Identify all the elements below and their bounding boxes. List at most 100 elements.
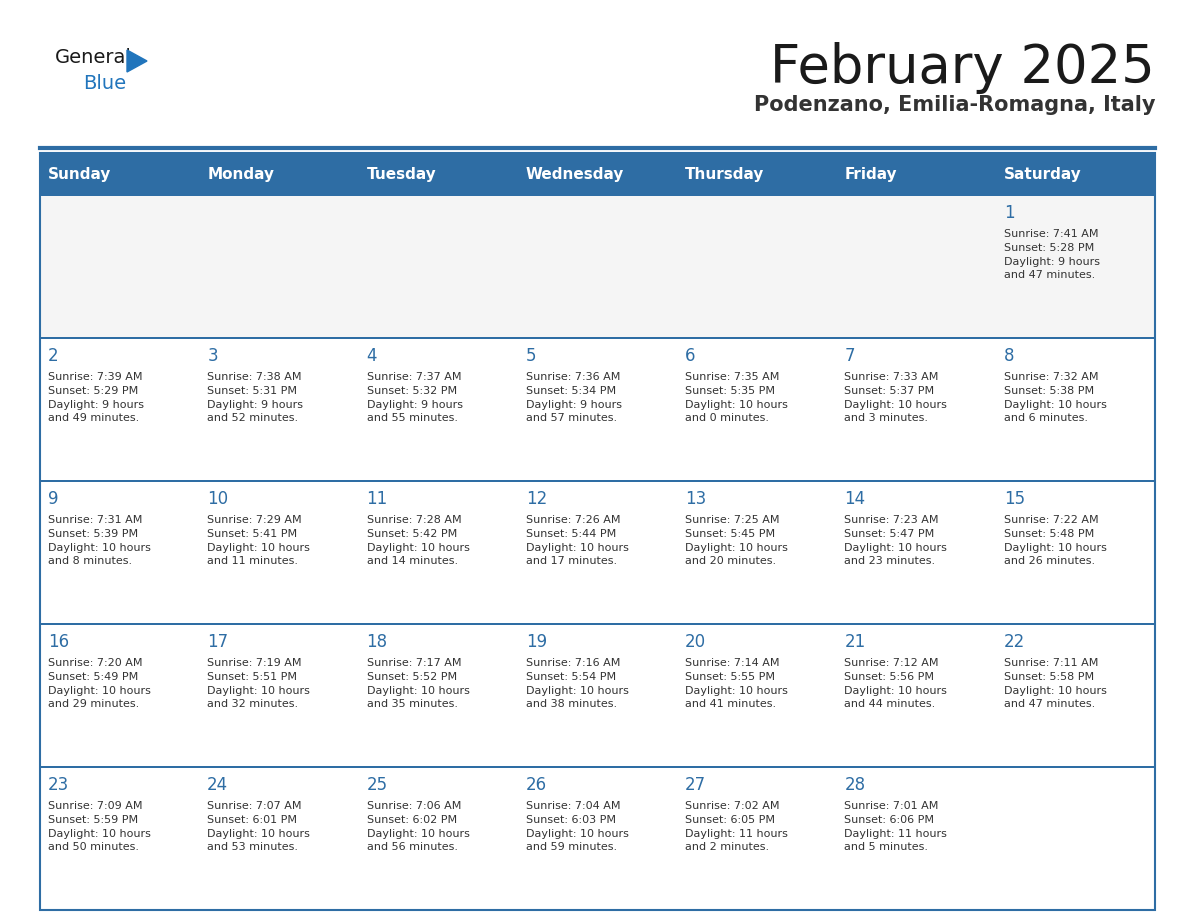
Text: Sunrise: 7:41 AM
Sunset: 5:28 PM
Daylight: 9 hours
and 47 minutes.: Sunrise: 7:41 AM Sunset: 5:28 PM Dayligh… bbox=[1004, 230, 1100, 280]
Bar bbox=[359, 338, 518, 481]
Text: Sunrise: 7:09 AM
Sunset: 5:59 PM
Daylight: 10 hours
and 50 minutes.: Sunrise: 7:09 AM Sunset: 5:59 PM Dayligh… bbox=[48, 801, 151, 852]
Text: 12: 12 bbox=[526, 489, 546, 508]
Text: Sunrise: 7:07 AM
Sunset: 6:01 PM
Daylight: 10 hours
and 53 minutes.: Sunrise: 7:07 AM Sunset: 6:01 PM Dayligh… bbox=[207, 801, 310, 852]
Bar bbox=[996, 481, 1155, 624]
Text: 17: 17 bbox=[207, 633, 228, 651]
Text: Sunrise: 7:36 AM
Sunset: 5:34 PM
Daylight: 9 hours
and 57 minutes.: Sunrise: 7:36 AM Sunset: 5:34 PM Dayligh… bbox=[526, 373, 621, 423]
Text: Sunrise: 7:32 AM
Sunset: 5:38 PM
Daylight: 10 hours
and 6 minutes.: Sunrise: 7:32 AM Sunset: 5:38 PM Dayligh… bbox=[1004, 373, 1106, 423]
Text: Wednesday: Wednesday bbox=[526, 166, 624, 182]
Bar bbox=[200, 195, 359, 338]
Bar bbox=[200, 767, 359, 910]
Text: Sunrise: 7:12 AM
Sunset: 5:56 PM
Daylight: 10 hours
and 44 minutes.: Sunrise: 7:12 AM Sunset: 5:56 PM Dayligh… bbox=[845, 658, 947, 709]
Bar bbox=[518, 153, 677, 195]
Bar bbox=[836, 195, 996, 338]
Bar bbox=[996, 767, 1155, 910]
Polygon shape bbox=[127, 50, 147, 72]
Bar bbox=[40, 338, 200, 481]
Bar bbox=[836, 338, 996, 481]
Text: Sunrise: 7:38 AM
Sunset: 5:31 PM
Daylight: 9 hours
and 52 minutes.: Sunrise: 7:38 AM Sunset: 5:31 PM Dayligh… bbox=[207, 373, 303, 423]
Text: 15: 15 bbox=[1004, 489, 1025, 508]
Bar bbox=[996, 153, 1155, 195]
Bar bbox=[518, 481, 677, 624]
Text: 8: 8 bbox=[1004, 347, 1015, 364]
Text: 18: 18 bbox=[367, 633, 387, 651]
Bar bbox=[836, 481, 996, 624]
Bar bbox=[359, 624, 518, 767]
Text: 21: 21 bbox=[845, 633, 866, 651]
Bar bbox=[40, 481, 200, 624]
Bar bbox=[677, 153, 836, 195]
Bar bbox=[359, 767, 518, 910]
Text: Sunrise: 7:37 AM
Sunset: 5:32 PM
Daylight: 9 hours
and 55 minutes.: Sunrise: 7:37 AM Sunset: 5:32 PM Dayligh… bbox=[367, 373, 462, 423]
Text: 28: 28 bbox=[845, 776, 866, 793]
Bar bbox=[200, 338, 359, 481]
Text: 10: 10 bbox=[207, 489, 228, 508]
Text: 16: 16 bbox=[48, 633, 69, 651]
Text: Sunrise: 7:06 AM
Sunset: 6:02 PM
Daylight: 10 hours
and 56 minutes.: Sunrise: 7:06 AM Sunset: 6:02 PM Dayligh… bbox=[367, 801, 469, 852]
Text: 7: 7 bbox=[845, 347, 855, 364]
Bar bbox=[200, 481, 359, 624]
Bar bbox=[200, 624, 359, 767]
Bar bbox=[40, 153, 200, 195]
Bar bbox=[677, 624, 836, 767]
Text: Sunrise: 7:11 AM
Sunset: 5:58 PM
Daylight: 10 hours
and 47 minutes.: Sunrise: 7:11 AM Sunset: 5:58 PM Dayligh… bbox=[1004, 658, 1106, 709]
Text: 25: 25 bbox=[367, 776, 387, 793]
Bar bbox=[677, 338, 836, 481]
Bar bbox=[359, 481, 518, 624]
Bar bbox=[677, 481, 836, 624]
Bar bbox=[40, 153, 1155, 910]
Bar bbox=[996, 195, 1155, 338]
Bar bbox=[677, 195, 836, 338]
Bar bbox=[836, 624, 996, 767]
Text: 4: 4 bbox=[367, 347, 377, 364]
Text: Friday: Friday bbox=[845, 166, 897, 182]
Text: 6: 6 bbox=[685, 347, 696, 364]
Text: 14: 14 bbox=[845, 489, 866, 508]
Text: Sunday: Sunday bbox=[48, 166, 112, 182]
Text: Sunrise: 7:26 AM
Sunset: 5:44 PM
Daylight: 10 hours
and 17 minutes.: Sunrise: 7:26 AM Sunset: 5:44 PM Dayligh… bbox=[526, 515, 628, 566]
Text: 11: 11 bbox=[367, 489, 387, 508]
Bar bbox=[359, 195, 518, 338]
Text: Sunrise: 7:22 AM
Sunset: 5:48 PM
Daylight: 10 hours
and 26 minutes.: Sunrise: 7:22 AM Sunset: 5:48 PM Dayligh… bbox=[1004, 515, 1106, 566]
Text: Sunrise: 7:14 AM
Sunset: 5:55 PM
Daylight: 10 hours
and 41 minutes.: Sunrise: 7:14 AM Sunset: 5:55 PM Dayligh… bbox=[685, 658, 788, 709]
Text: Sunrise: 7:01 AM
Sunset: 6:06 PM
Daylight: 11 hours
and 5 minutes.: Sunrise: 7:01 AM Sunset: 6:06 PM Dayligh… bbox=[845, 801, 947, 852]
Bar bbox=[836, 767, 996, 910]
Bar bbox=[518, 195, 677, 338]
Text: 24: 24 bbox=[207, 776, 228, 793]
Text: 5: 5 bbox=[526, 347, 536, 364]
Text: Sunrise: 7:29 AM
Sunset: 5:41 PM
Daylight: 10 hours
and 11 minutes.: Sunrise: 7:29 AM Sunset: 5:41 PM Dayligh… bbox=[207, 515, 310, 566]
Bar bbox=[40, 624, 200, 767]
Bar bbox=[996, 624, 1155, 767]
Text: Sunrise: 7:35 AM
Sunset: 5:35 PM
Daylight: 10 hours
and 0 minutes.: Sunrise: 7:35 AM Sunset: 5:35 PM Dayligh… bbox=[685, 373, 788, 423]
Text: 1: 1 bbox=[1004, 204, 1015, 221]
Bar bbox=[40, 195, 200, 338]
Text: Sunrise: 7:02 AM
Sunset: 6:05 PM
Daylight: 11 hours
and 2 minutes.: Sunrise: 7:02 AM Sunset: 6:05 PM Dayligh… bbox=[685, 801, 788, 852]
Text: Thursday: Thursday bbox=[685, 166, 765, 182]
Text: Sunrise: 7:23 AM
Sunset: 5:47 PM
Daylight: 10 hours
and 23 minutes.: Sunrise: 7:23 AM Sunset: 5:47 PM Dayligh… bbox=[845, 515, 947, 566]
Text: 9: 9 bbox=[48, 489, 58, 508]
Text: Sunrise: 7:17 AM
Sunset: 5:52 PM
Daylight: 10 hours
and 35 minutes.: Sunrise: 7:17 AM Sunset: 5:52 PM Dayligh… bbox=[367, 658, 469, 709]
Text: Sunrise: 7:39 AM
Sunset: 5:29 PM
Daylight: 9 hours
and 49 minutes.: Sunrise: 7:39 AM Sunset: 5:29 PM Dayligh… bbox=[48, 373, 144, 423]
Text: 13: 13 bbox=[685, 489, 707, 508]
Text: Podenzano, Emilia-Romagna, Italy: Podenzano, Emilia-Romagna, Italy bbox=[753, 95, 1155, 115]
Text: Sunrise: 7:28 AM
Sunset: 5:42 PM
Daylight: 10 hours
and 14 minutes.: Sunrise: 7:28 AM Sunset: 5:42 PM Dayligh… bbox=[367, 515, 469, 566]
Text: 3: 3 bbox=[207, 347, 217, 364]
Text: Monday: Monday bbox=[207, 166, 274, 182]
Text: 2: 2 bbox=[48, 347, 58, 364]
Text: Sunrise: 7:31 AM
Sunset: 5:39 PM
Daylight: 10 hours
and 8 minutes.: Sunrise: 7:31 AM Sunset: 5:39 PM Dayligh… bbox=[48, 515, 151, 566]
Bar bbox=[518, 338, 677, 481]
Bar bbox=[836, 153, 996, 195]
Text: General: General bbox=[55, 48, 132, 67]
Text: 27: 27 bbox=[685, 776, 706, 793]
Text: February 2025: February 2025 bbox=[770, 42, 1155, 94]
Bar bbox=[677, 767, 836, 910]
Bar bbox=[200, 153, 359, 195]
Text: Blue: Blue bbox=[83, 74, 126, 93]
Text: Saturday: Saturday bbox=[1004, 166, 1081, 182]
Text: Sunrise: 7:16 AM
Sunset: 5:54 PM
Daylight: 10 hours
and 38 minutes.: Sunrise: 7:16 AM Sunset: 5:54 PM Dayligh… bbox=[526, 658, 628, 709]
Text: 26: 26 bbox=[526, 776, 546, 793]
Text: Sunrise: 7:04 AM
Sunset: 6:03 PM
Daylight: 10 hours
and 59 minutes.: Sunrise: 7:04 AM Sunset: 6:03 PM Dayligh… bbox=[526, 801, 628, 852]
Text: 20: 20 bbox=[685, 633, 706, 651]
Text: Sunrise: 7:25 AM
Sunset: 5:45 PM
Daylight: 10 hours
and 20 minutes.: Sunrise: 7:25 AM Sunset: 5:45 PM Dayligh… bbox=[685, 515, 788, 566]
Text: 22: 22 bbox=[1004, 633, 1025, 651]
